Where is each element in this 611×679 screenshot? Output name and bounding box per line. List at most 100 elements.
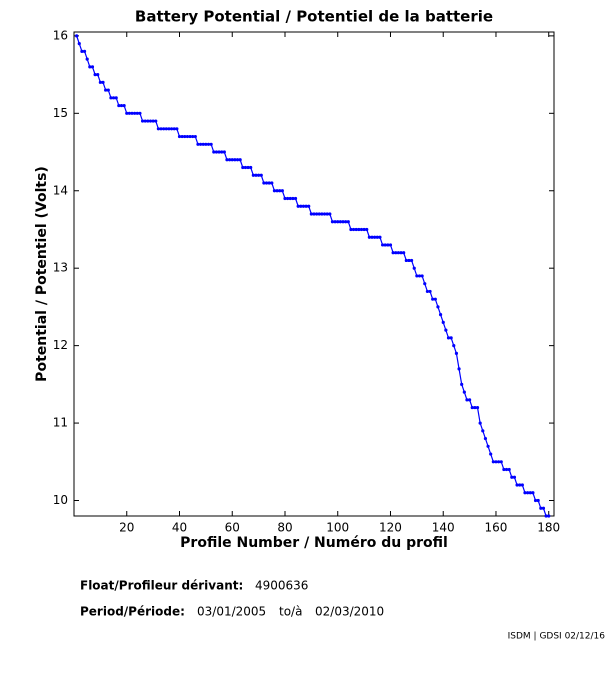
data-point	[267, 181, 271, 185]
data-point	[489, 452, 493, 456]
y-tick-label: 14	[53, 183, 68, 197]
data-point	[125, 111, 129, 115]
data-point	[512, 475, 517, 479]
data-point	[188, 134, 192, 139]
data-point	[180, 134, 184, 139]
data-point	[106, 88, 110, 92]
data-point	[270, 181, 274, 185]
data-point	[177, 134, 182, 139]
data-point	[246, 165, 250, 170]
data-point	[473, 405, 477, 410]
data-point	[465, 398, 469, 402]
data-point	[396, 251, 400, 255]
data-point	[206, 142, 211, 146]
period-to: to/à	[279, 605, 302, 619]
x-tick-label: 100	[326, 521, 349, 535]
data-point	[122, 103, 126, 108]
x-axis-label: Profile Number / Numéro du profil	[180, 535, 448, 551]
data-point	[191, 134, 195, 139]
plot-frame	[73, 31, 555, 517]
data-point	[251, 173, 255, 177]
data-point	[264, 181, 269, 185]
x-tick-label: 60	[225, 521, 240, 535]
credit: ISDM | GDSI 02/12/16	[508, 632, 606, 642]
data-point	[415, 274, 419, 278]
x-tick-label: 40	[172, 521, 187, 535]
data-point	[539, 506, 543, 510]
x-tick-label: 20	[119, 521, 134, 535]
data-point	[330, 220, 335, 224]
y-axis-label: Potential / Potentiel (Volts)	[34, 166, 50, 382]
data-point	[523, 491, 527, 495]
data-point	[322, 212, 327, 216]
data-point	[373, 235, 377, 239]
data-point	[423, 282, 427, 286]
x-tick-label: 80	[277, 521, 292, 535]
data-point	[325, 212, 329, 216]
data-point	[222, 150, 226, 154]
data-point	[320, 212, 324, 216]
data-point	[233, 158, 237, 162]
x-tick-label: 140	[432, 521, 455, 535]
data-point	[547, 514, 551, 518]
data-point	[138, 111, 142, 115]
data-point	[230, 158, 234, 162]
data-point	[228, 158, 232, 162]
data-point	[404, 258, 408, 263]
data-point	[235, 158, 240, 162]
data-point	[169, 127, 174, 131]
data-point	[317, 212, 321, 216]
data-point	[315, 212, 319, 216]
data-point	[510, 475, 514, 479]
data-point	[309, 212, 313, 216]
data-point	[288, 196, 292, 201]
y-tick-label: 15	[53, 106, 68, 120]
data-point	[491, 460, 495, 464]
data-point	[475, 405, 480, 410]
data-point	[225, 158, 229, 162]
data-point	[417, 274, 422, 278]
data-point	[77, 42, 81, 46]
data-point	[196, 142, 200, 146]
data-point	[293, 196, 298, 201]
data-point	[127, 111, 131, 115]
data-point	[154, 119, 158, 123]
data-point	[185, 134, 190, 139]
data-point	[111, 96, 116, 100]
data-point	[391, 251, 395, 255]
data-point	[291, 196, 295, 201]
data-point	[275, 189, 279, 193]
data-point	[394, 251, 398, 255]
data-point	[238, 158, 242, 162]
data-point	[307, 204, 311, 208]
data-point	[262, 181, 266, 185]
data-point	[212, 150, 216, 154]
data-line	[76, 35, 549, 517]
data-point	[90, 65, 95, 69]
data-point	[346, 220, 350, 224]
y-tick-label: 13	[53, 261, 68, 275]
data-point	[380, 243, 385, 247]
data-point	[183, 134, 187, 139]
data-point	[428, 289, 432, 294]
data-point	[399, 251, 403, 255]
data-point	[259, 173, 263, 177]
data-point	[367, 235, 371, 239]
data-point	[462, 390, 466, 394]
data-point	[412, 266, 416, 270]
data-point	[528, 491, 532, 495]
data-point	[531, 491, 535, 495]
data-point	[497, 460, 501, 464]
data-point	[438, 313, 443, 317]
data-point	[204, 142, 208, 146]
data-point	[536, 498, 540, 503]
data-point	[257, 173, 261, 177]
float-id: 4900636	[255, 579, 308, 593]
data-point	[80, 49, 84, 53]
data-point	[280, 189, 284, 193]
data-point	[214, 150, 219, 154]
float-label: Float/Profileur dérivant:	[80, 579, 243, 593]
data-point	[278, 189, 282, 193]
data-point	[333, 220, 337, 224]
data-point	[383, 243, 387, 247]
